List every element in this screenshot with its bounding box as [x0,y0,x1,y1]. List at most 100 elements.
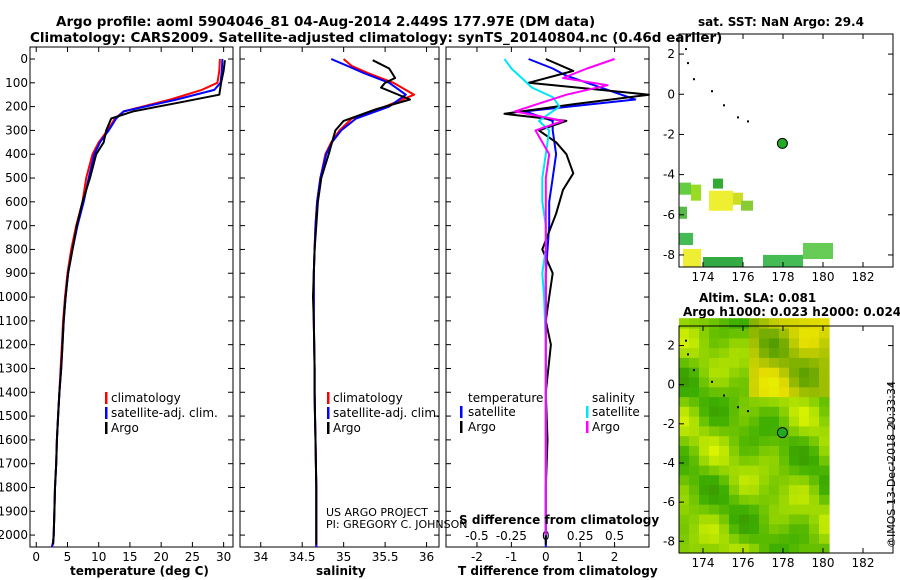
sla-cell [679,464,690,476]
sla-cell [729,494,740,505]
sla-cell [809,435,820,446]
sla-cell [779,533,790,544]
island-dot [723,104,725,107]
sla-cell [749,318,760,329]
sla-cell [679,504,690,515]
diff-legend-t-argo: Argo [468,420,496,434]
depth-tick-label: 600 [5,195,28,209]
sla-cell [759,445,770,456]
sla-cell [729,416,740,427]
map-y-tick-label: -8 [663,534,675,548]
x-tick-label: -2 [471,550,483,564]
island-dot [747,120,749,123]
sla-cell [819,386,830,398]
sla-cell [799,513,810,525]
sla-cell [679,474,690,486]
sla-cell [699,337,710,349]
sla-cell [799,337,810,349]
sla-cell [789,396,800,407]
sla-cell [699,474,710,486]
island-dot [711,90,713,93]
sla-cell [709,416,720,427]
sla-cell [789,376,800,388]
sla-cell [679,484,690,495]
sla-cell [769,347,780,358]
salinity-axis-label: salinity [316,564,366,578]
sla-cell [759,504,770,515]
sla-cell [759,484,770,495]
series-line-argo [312,59,411,545]
sla-cell [769,337,780,349]
sla-cell [709,357,720,368]
sla-cell [729,347,740,358]
salinity-panel: 34 34.5 35 35.5 36 [239,46,440,564]
x-tick-label: 35 [336,550,351,564]
sla-cell [809,513,820,525]
sla-cell [719,435,730,446]
sla-cell [689,406,700,417]
sla-cell [679,494,690,505]
sla-cell [759,523,770,534]
sla-cell [719,543,730,554]
sla-cell [769,523,780,534]
depth-tick-label: 1800 [0,480,28,494]
sla-cell [799,318,810,329]
diff-legend-swatch-t-argo [460,421,463,433]
diff-legend-s-satellite: satellite [592,405,640,419]
sla-cell [759,513,770,525]
sla-cell [739,533,750,544]
sla-cell [769,474,780,486]
sst-patch [683,248,701,267]
sla-cell [689,455,700,466]
sla-cell [689,543,700,554]
top-tick-label: 0.5 [605,529,624,543]
sla-cell [779,455,790,466]
sla-cell [799,435,810,446]
sla-cell [769,376,780,388]
sla-cell [699,533,710,544]
sla-cell [779,435,790,446]
sla-cell [679,318,690,329]
map-y-tick-label: -4 [663,456,675,470]
sla-cell [769,425,780,437]
sla-cell [809,416,820,427]
sla-cell [779,337,790,349]
legend-swatch-satellite [105,407,108,419]
sla-cell [709,533,720,544]
sla-cell [789,347,800,358]
sla-cell [679,533,690,544]
sla-cell [729,445,740,456]
sla-cell [779,464,790,476]
sla-cell [759,464,770,476]
map-x-tick-label: 178 [772,556,795,570]
sla-cell [809,533,820,544]
map-x-tick-label: 176 [732,270,755,284]
sla-cell [759,396,770,407]
sla-cell [809,406,820,417]
sla-cell [779,357,790,368]
sla-cell [739,406,750,417]
sla-cell [769,416,780,427]
series-line-argo [52,60,226,545]
sla-cell [779,445,790,456]
sla-cell [809,337,820,349]
credit-project: US ARGO PROJECT [326,506,428,519]
sla-cell [769,328,780,339]
sla-cell [719,357,730,368]
sla-cell [719,367,730,378]
sst-patch [803,242,833,259]
sla-cell [819,347,830,358]
sla-cell [739,318,750,329]
sla-cell [819,425,830,437]
plot-frame [445,46,650,548]
sla-cell [769,494,780,505]
depth-tick-label: 700 [5,219,28,233]
map-y-tick-label: -8 [663,248,675,262]
sla-cell [709,318,720,329]
sla-cell [819,533,830,544]
temperature-axis-label: temperature (deg C) [70,564,209,578]
sla-cell [729,376,740,388]
sla-cell [819,376,830,388]
sla-cell [699,464,710,476]
sla-cell [749,367,760,378]
